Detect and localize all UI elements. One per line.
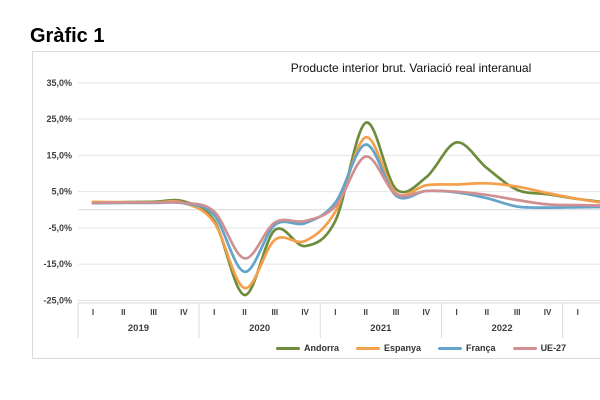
series-line-espanya [91,135,600,290]
quarter-label: IV [423,308,431,317]
y-tick-label: -5,0% [48,223,72,233]
quarter-label: III [271,308,278,317]
legend-label: Andorra [304,343,340,353]
quarter-label: II [242,308,246,317]
quarter-label: I [92,308,94,317]
quarter-label: IV [544,308,552,317]
legend-item-andorra: Andorra [276,343,339,353]
legend-line-swatch [438,346,463,350]
quarter-label: II [363,308,367,317]
year-label: 2019 [128,323,149,334]
legend-line-swatch [512,346,537,350]
legend-item-fran-a: França [438,343,496,353]
y-tick-label: 15,0% [46,150,72,160]
chart-legend: Andorra Espanya França UE-27 [276,343,566,353]
legend-label: França [466,343,496,353]
chart-title: Producte interior brut. Variació real in… [290,61,532,75]
quarter-label: IV [301,308,309,317]
year-label: 2020 [249,323,270,334]
quarter-label: III [514,308,521,317]
legend-line-swatch [356,346,381,350]
quarter-label: I [577,308,579,317]
year-label: 2022 [491,323,512,334]
y-tick-label: 35,0% [46,78,72,88]
quarter-label: IV [180,308,188,317]
y-tick-label: -15,0% [43,259,72,269]
quarter-label: I [213,308,215,317]
legend-item-ue-27: UE-27 [512,343,567,353]
quarter-label: I [334,308,336,317]
series-line-ue-27 [91,155,600,260]
series-line-fran-a [91,143,600,274]
y-tick-label: 25,0% [46,114,72,124]
quarter-label: III [150,308,157,317]
y-tick-label: -25,0% [43,295,72,305]
page-title: Gràfic 1 [30,25,105,47]
quarter-label: II [121,308,125,317]
quarter-label: I [455,308,457,317]
quarter-label: III [393,308,400,317]
legend-item-espanya: Espanya [356,343,421,353]
legend-label: Espanya [384,343,422,353]
quarter-label: II [485,308,489,317]
series-line-andorra [91,121,600,297]
year-label: 2021 [370,323,392,334]
legend-label: UE-27 [540,343,567,353]
y-tick-label: 5,0% [51,187,72,197]
legend-line-swatch [276,346,300,350]
